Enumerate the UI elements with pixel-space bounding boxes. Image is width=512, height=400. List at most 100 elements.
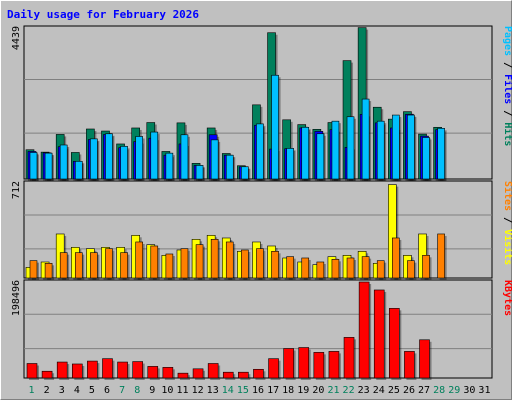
bar-kbytes-day-13 <box>207 363 219 379</box>
bar-kbytes-day-21 <box>328 351 340 379</box>
bar-kbytes-day-24 <box>373 289 385 379</box>
bar-kbytes-day-18 <box>283 348 294 379</box>
bar-kbytes-day-20 <box>313 352 325 379</box>
bar-pages-day-9 <box>150 131 159 180</box>
bar-sites-day-25 <box>392 237 400 279</box>
bar-sites-day-27 <box>422 255 430 279</box>
bar-pages-day-20 <box>316 133 325 180</box>
x-tick-label-20: 20 <box>312 385 324 396</box>
x-tick-label-5: 5 <box>89 385 95 396</box>
x-tick-label-17: 17 <box>267 385 279 396</box>
bar-pages-day-28 <box>437 128 445 180</box>
bar-sites-day-16 <box>256 248 264 279</box>
bar-sites-day-20 <box>316 261 325 279</box>
bar-pages-day-23 <box>361 98 370 180</box>
x-tick-label-26: 26 <box>403 385 415 396</box>
bar-kbytes-day-23 <box>358 281 370 379</box>
bar-pages-day-12 <box>195 165 204 180</box>
bar-pages-day-3 <box>59 144 68 180</box>
bar-sites-day-3 <box>59 252 68 279</box>
bar-pages-day-26 <box>407 114 415 180</box>
x-tick-label-7: 7 <box>119 385 125 396</box>
bar-sites-day-6 <box>105 248 113 279</box>
legend-item-visits-sites-2: Visits <box>502 229 512 265</box>
x-tick-label-27: 27 <box>418 385 430 396</box>
x-tick-label-22: 22 <box>343 385 355 396</box>
legend-item-hits-files-pages-1: / <box>502 56 512 74</box>
legend-item-visits-sites-0: Sites <box>502 181 512 211</box>
x-tick-label-21: 21 <box>327 385 339 396</box>
bar-pages-day-18 <box>286 148 294 180</box>
bar-sites-day-26 <box>407 260 415 279</box>
bar-sites-day-18 <box>286 256 294 279</box>
bar-sites-day-28 <box>437 233 445 279</box>
x-tick-label-15: 15 <box>237 385 249 396</box>
bar-kbytes-day-17 <box>268 358 279 379</box>
bar-kbytes-day-25 <box>389 308 400 379</box>
x-tick-label-13: 13 <box>207 385 219 396</box>
bar-sites-day-8 <box>135 241 143 279</box>
x-tick-label-28: 28 <box>433 385 445 396</box>
x-tick-label-1: 1 <box>29 385 35 396</box>
bar-kbytes-day-6 <box>102 358 113 379</box>
x-tick-label-18: 18 <box>282 385 294 396</box>
x-tick-label-12: 12 <box>192 385 204 396</box>
bar-kbytes-day-11 <box>177 372 189 379</box>
ymax-label-hits-files-pages: 4439 <box>11 26 22 50</box>
bar-pages-day-17 <box>271 74 279 180</box>
ymax-label-kbytes: 198496 <box>11 280 22 316</box>
bar-sites-day-15 <box>241 249 249 279</box>
chart-title: Daily usage for February 2026 <box>7 8 200 21</box>
bar-pages-day-11 <box>180 134 189 180</box>
bar-sites-day-11 <box>180 248 189 279</box>
bar-sites-day-7 <box>120 252 128 279</box>
ymax-label-visits-sites: 712 <box>11 181 22 199</box>
bar-pages-day-10 <box>165 152 174 180</box>
bar-pages-day-24 <box>376 120 385 180</box>
x-tick-label-9: 9 <box>149 385 155 396</box>
bar-pages-day-19 <box>301 126 310 180</box>
bar-pages-day-5 <box>90 138 98 180</box>
x-tick-label-3: 3 <box>59 385 65 396</box>
bar-pages-day-6 <box>105 133 113 180</box>
bar-pages-day-16 <box>256 123 264 180</box>
bar-kbytes-day-27 <box>419 339 430 379</box>
x-tick-label-30: 30 <box>463 385 475 396</box>
bar-sites-day-13 <box>210 239 219 279</box>
bar-kbytes-day-4 <box>71 363 83 379</box>
x-tick-label-19: 19 <box>297 385 309 396</box>
bar-sites-day-5 <box>90 252 98 279</box>
bar-pages-day-8 <box>135 136 143 180</box>
bar-sites-day-12 <box>195 244 204 279</box>
bar-pages-day-27 <box>422 137 430 180</box>
bar-pages-day-4 <box>74 161 83 180</box>
bar-sites-day-24 <box>376 260 385 279</box>
x-tick-label-6: 6 <box>104 385 110 396</box>
bar-kbytes-day-14 <box>222 371 234 379</box>
bar-kbytes-day-19 <box>298 347 310 379</box>
bar-kbytes-day-26 <box>404 351 415 379</box>
bar-sites-day-4 <box>74 252 83 279</box>
bar-sites-day-19 <box>301 257 310 279</box>
bar-pages-day-22 <box>346 116 355 180</box>
bar-kbytes-day-2 <box>41 370 53 379</box>
bar-kbytes-day-5 <box>87 360 98 379</box>
x-tick-label-8: 8 <box>134 385 140 396</box>
bar-kbytes-day-9 <box>147 366 159 379</box>
legend-item-hits-files-pages-3: / <box>502 104 512 122</box>
legend-item-hits-files-pages-0: Pages <box>502 26 512 56</box>
bar-sites-day-9 <box>150 245 159 279</box>
bar-kbytes-day-1 <box>26 363 38 379</box>
bar-kbytes-day-8 <box>132 361 143 379</box>
bar-sites-day-14 <box>225 241 234 279</box>
bar-kbytes-day-10 <box>162 367 174 379</box>
x-tick-label-4: 4 <box>74 385 80 396</box>
bar-kbytes-day-16 <box>253 368 264 379</box>
bar-sites-day-1 <box>29 260 38 279</box>
bar-pages-day-14 <box>225 154 234 180</box>
bar-kbytes-day-15 <box>238 371 249 379</box>
legend-item-kbytes-0: KBytes <box>502 280 512 316</box>
x-tick-label-23: 23 <box>358 385 370 396</box>
